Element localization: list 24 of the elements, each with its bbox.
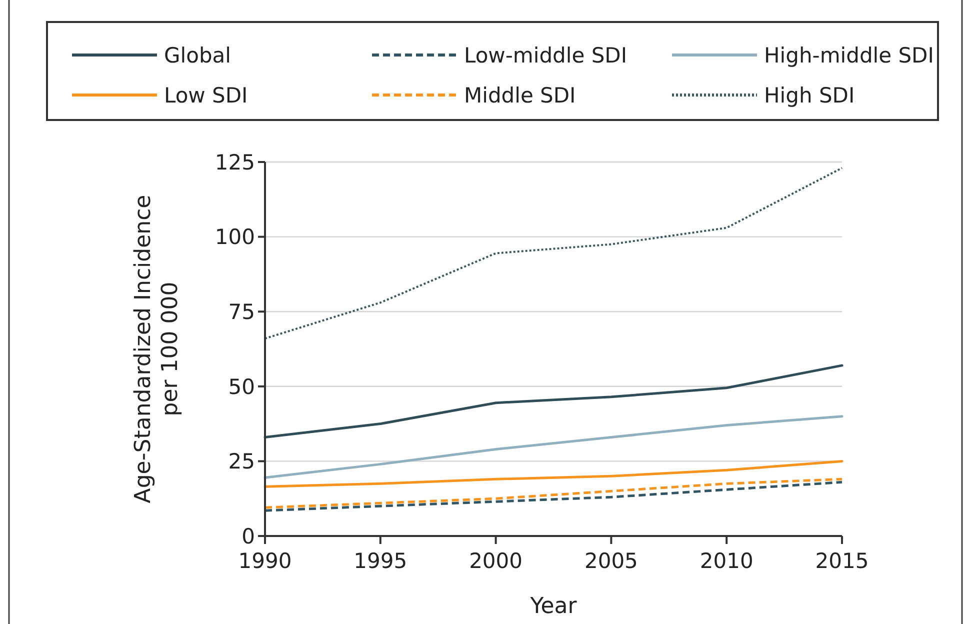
line-series — [264, 460, 844, 488]
y-tick-label: 75 — [228, 300, 255, 324]
y-tick-label: 100 — [214, 225, 255, 250]
x-tick-label: 2000 — [469, 549, 523, 573]
y-axis-title: Age-Standardized Incidence per 100 000 — [131, 194, 183, 504]
legend-label: Low-middle SDI — [464, 43, 628, 68]
x-tick-label: 2010 — [700, 549, 754, 573]
legend-label: Middle SDI — [464, 83, 576, 108]
x-tick-label: 2015 — [815, 549, 869, 573]
x-tick-label: 1995 — [354, 549, 408, 573]
x-tick-label: 1990 — [238, 549, 292, 573]
line-series — [264, 364, 844, 439]
legend-label: High-middle SDI — [764, 43, 934, 68]
x-tick-label: 2005 — [584, 549, 638, 573]
y-tick-label: 25 — [228, 450, 255, 474]
y-tick-label: 0 — [242, 524, 255, 548]
legend-label: High SDI — [764, 83, 855, 108]
line-series — [264, 415, 844, 479]
legend-label: Global — [164, 43, 231, 68]
legend-label: Low SDI — [164, 83, 248, 108]
x-axis-title: Year — [529, 594, 578, 619]
y-tick-label: 125 — [214, 150, 255, 174]
line-series — [264, 166, 843, 340]
y-tick-label: 50 — [228, 374, 255, 399]
